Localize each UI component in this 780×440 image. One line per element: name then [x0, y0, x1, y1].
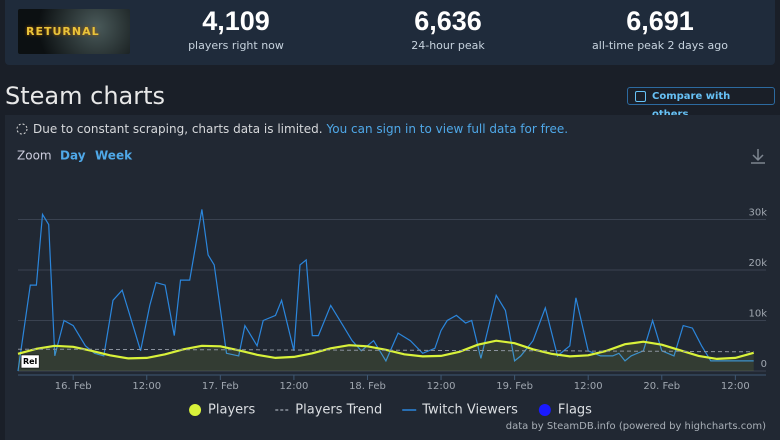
- series-line: [18, 348, 754, 353]
- x-tick-label: 19. Feb: [496, 381, 533, 392]
- series-area: [18, 340, 754, 371]
- section-title: Steam charts: [5, 82, 166, 110]
- legend-item[interactable]: Flags: [538, 403, 592, 418]
- y-tick-label: 20k: [748, 258, 767, 269]
- legend-symbol: [538, 404, 551, 416]
- flag-label: Rel: [23, 357, 38, 366]
- chart-panel: [5, 115, 780, 440]
- legend-label: Flags: [558, 403, 592, 418]
- notice-link[interactable]: You can sign in to view full data for fr…: [326, 122, 569, 136]
- compare-label: Compare with others...: [652, 91, 731, 120]
- flag: [20, 354, 40, 369]
- y-tick-label: 10k: [748, 309, 767, 320]
- legend-item[interactable]: Twitch Viewers: [402, 403, 518, 418]
- x-tick-label: 12:00: [427, 381, 456, 392]
- credit: data by SteamDB.info (powered by highcha…: [506, 421, 766, 432]
- compare-icon: [635, 91, 646, 102]
- legend: Players Players Trend Twitch Viewers Flags: [189, 403, 592, 418]
- zoom-option[interactable]: Day: [60, 149, 86, 163]
- x-tick-label: 12:00: [132, 381, 161, 392]
- stat-label: 24-hour peak: [411, 39, 485, 52]
- stat-value: 6,691: [626, 6, 694, 36]
- legend-label: Players Trend: [295, 403, 382, 418]
- legend-item[interactable]: Players Trend: [275, 403, 382, 418]
- legend-item[interactable]: Players: [189, 403, 256, 418]
- zoom-option[interactable]: Week: [95, 149, 133, 163]
- notice-text: Due to constant scraping, charts data is…: [33, 122, 323, 136]
- x-tick-label: 17. Feb: [202, 381, 239, 392]
- download-icon[interactable]: [751, 149, 765, 164]
- game-image[interactable]: RETURNAL: [18, 9, 130, 54]
- game-title: RETURNAL: [26, 25, 100, 38]
- y-tick-label: 0: [761, 359, 767, 370]
- stat-label: players right now: [188, 39, 284, 52]
- stat: 6,691 all-time peak 2 days ago: [560, 6, 760, 52]
- y-tick-label: 30k: [748, 208, 767, 219]
- notice-icon: [16, 123, 28, 135]
- stat: 4,109 players right now: [136, 6, 336, 52]
- x-tick-label: 12:00: [279, 381, 308, 392]
- stat: 6,636 24-hour peak: [348, 6, 548, 52]
- legend-label: Players: [208, 403, 255, 418]
- compare-button[interactable]: Compare with others...: [627, 87, 775, 120]
- legend-symbol: [189, 404, 202, 416]
- header: RETURNAL 4,109 players right now 6,636 24-…: [5, 0, 775, 65]
- stat-value: 6,636: [414, 6, 482, 36]
- x-tick-label: 12:00: [721, 381, 750, 392]
- zoom-label: Zoom: [17, 149, 52, 163]
- x-tick-label: 20. Feb: [643, 381, 680, 392]
- x-tick-label: 18. Feb: [349, 381, 386, 392]
- stat-value: 4,109: [202, 6, 270, 36]
- x-tick-label: 16. Feb: [55, 381, 92, 392]
- legend-label: Twitch Viewers: [421, 403, 518, 418]
- notice: Due to constant scraping, charts data is…: [33, 122, 568, 136]
- x-tick-label: 12:00: [574, 381, 603, 392]
- stat-label: all-time peak 2 days ago: [592, 39, 728, 52]
